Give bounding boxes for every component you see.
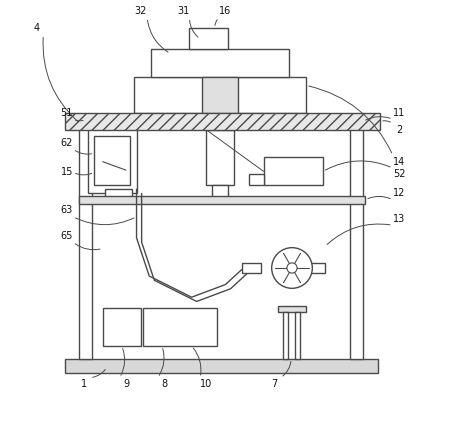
Text: 1: 1 — [81, 379, 87, 389]
Text: 4: 4 — [34, 23, 40, 33]
Bar — [207, 130, 234, 185]
Text: 52: 52 — [393, 170, 405, 179]
Text: 12: 12 — [393, 188, 405, 198]
Circle shape — [272, 248, 313, 288]
Text: 9: 9 — [123, 379, 129, 389]
Text: 8: 8 — [161, 379, 167, 389]
Text: 16: 16 — [219, 6, 232, 16]
Bar — [79, 196, 365, 204]
Text: 15: 15 — [60, 167, 73, 177]
Text: 14: 14 — [393, 157, 405, 167]
Bar — [350, 128, 363, 359]
Text: 32: 32 — [134, 6, 147, 16]
Text: 2: 2 — [396, 125, 402, 135]
Bar — [264, 157, 323, 185]
Text: 31: 31 — [177, 6, 189, 16]
Bar — [152, 49, 289, 77]
Circle shape — [287, 263, 297, 273]
Text: 10: 10 — [200, 379, 212, 389]
Bar — [202, 77, 238, 113]
Text: 13: 13 — [393, 214, 405, 224]
Bar — [103, 308, 141, 346]
Bar — [189, 28, 228, 49]
Bar — [79, 128, 92, 359]
Bar — [105, 189, 132, 198]
Bar — [64, 113, 380, 130]
Bar — [64, 359, 378, 374]
Bar — [88, 128, 137, 193]
Bar — [134, 77, 306, 113]
Bar — [242, 264, 261, 273]
Text: 11: 11 — [393, 108, 405, 118]
Bar — [295, 312, 300, 359]
Text: 7: 7 — [271, 379, 277, 389]
Bar — [212, 185, 228, 200]
Bar — [249, 174, 264, 185]
Text: 65: 65 — [60, 231, 73, 241]
Bar — [308, 264, 325, 273]
Text: 63: 63 — [60, 205, 73, 215]
Text: 51: 51 — [60, 108, 73, 118]
Bar — [283, 312, 288, 359]
Bar — [143, 308, 217, 346]
Text: 62: 62 — [60, 138, 73, 147]
Bar — [278, 306, 306, 312]
Bar — [94, 136, 130, 185]
